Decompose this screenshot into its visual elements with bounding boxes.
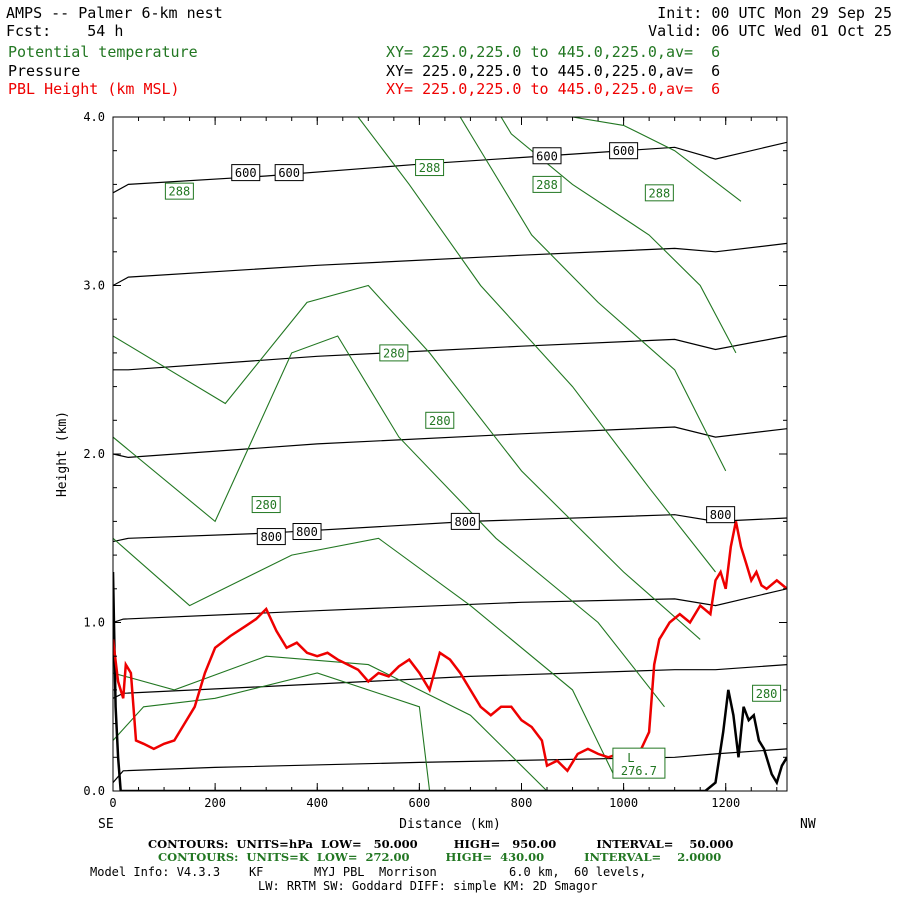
- contour-labels: 600 600 600 600 800 800 800 800 288 288 288 288 280 2…: [164, 142, 782, 779]
- y-tick-label: 4.0: [83, 110, 105, 124]
- svg-text:800: 800: [454, 515, 476, 529]
- svg-text:800: 800: [710, 508, 732, 522]
- contour-label-pressure-1: 600: [274, 164, 304, 182]
- pressure-contour-950: [113, 748, 787, 783]
- x-tick-label: 200: [204, 796, 226, 810]
- pressure-contour-850: [113, 588, 787, 624]
- svg-text:800: 800: [296, 525, 318, 539]
- svg-text:600: 600: [278, 166, 300, 180]
- contour-label-theta-10: 288: [532, 175, 562, 193]
- contour-label-pressure-5: 800: [292, 523, 322, 541]
- theta-contours: [113, 117, 742, 791]
- svg-text:800: 800: [260, 530, 282, 544]
- x-tick-label: 600: [409, 796, 431, 810]
- plot-frame: [112, 116, 788, 792]
- theta-contour-282: [357, 117, 716, 573]
- contour-label-pressure-3: 600: [609, 142, 639, 160]
- contour-label-theta-13: 280: [425, 411, 455, 429]
- contour-label-pressure-0: 600: [231, 164, 261, 182]
- contour-label-theta-8: 288: [164, 182, 194, 200]
- terrain-line: [113, 571, 787, 791]
- svg-text:280: 280: [383, 346, 405, 360]
- contour-label-pressure-7: 800: [706, 506, 736, 524]
- theta-contour-274: [113, 655, 548, 791]
- theta-contour-276: [113, 537, 614, 775]
- theta-contour-288: [572, 117, 742, 202]
- pressure-contour-650: [113, 242, 787, 287]
- field-theta-xy: XY= 225.0,225.0 to 445.0,225.0,av= 6: [386, 43, 721, 61]
- x-tick-label: 800: [511, 796, 533, 810]
- field-pbl-xy: XY= 225.0,225.0 to 445.0,225.0,av= 6: [386, 80, 721, 98]
- svg-text:600: 600: [613, 144, 635, 158]
- footer-contours-hpa: CONTOURS: UNITS=hPa LOW= 50.000 HIGH= 95…: [148, 837, 734, 851]
- pbl-height-series: [113, 521, 787, 773]
- contour-label-theta-15: 280: [752, 684, 782, 702]
- contour-label-theta-11: 288: [644, 184, 674, 202]
- y-tick-label: 0.0: [83, 784, 105, 798]
- theta-contour-272: [113, 672, 431, 791]
- footer-model-physics: LW: RRTM SW: Goddard DIFF: simple KM: 2D…: [258, 879, 598, 893]
- svg-text:280: 280: [756, 687, 778, 701]
- low-marker-value: 276.7: [621, 764, 657, 778]
- field-pressure-xy: XY= 225.0,225.0 to 445.0,225.0,av= 6: [386, 62, 721, 80]
- svg-text:288: 288: [169, 185, 191, 199]
- field-pressure-name: Pressure: [8, 62, 81, 80]
- theta-contour-278: [113, 335, 665, 708]
- x-end-right: NW: [800, 817, 816, 832]
- low-marker-letter: L: [627, 751, 634, 765]
- valid-time: Valid: 06 UTC Wed 01 Oct 25: [648, 22, 892, 40]
- x-tick-label: 400: [306, 796, 328, 810]
- pressure-contour-800: [113, 514, 787, 543]
- svg-text:280: 280: [255, 498, 277, 512]
- pressure-contour-700: [113, 335, 787, 371]
- svg-text:600: 600: [235, 166, 257, 180]
- field-theta-name: Potential temperature: [8, 43, 198, 61]
- footer-contours-k: CONTOURS: UNITS=K LOW= 272.00 HIGH= 430.…: [158, 850, 722, 864]
- y-tick-label: 3.0: [83, 279, 105, 293]
- theta-contour-284: [459, 117, 727, 472]
- svg-text:288: 288: [536, 178, 558, 192]
- forecast-hour: Fcst: 54 h: [6, 22, 124, 40]
- x-axis-label: Distance (km): [399, 817, 501, 832]
- field-pbl-name: PBL Height (km MSL): [8, 80, 180, 98]
- pressure-contours: [113, 141, 787, 783]
- svg-text:288: 288: [649, 186, 671, 200]
- pressure-contour-900: [113, 664, 787, 699]
- pressure-contour-750: [113, 426, 787, 459]
- contour-label-theta-14: 280: [251, 496, 281, 514]
- init-time: Init: 00 UTC Mon 29 Sep 25: [657, 4, 892, 22]
- contour-label-theta-9: 288: [415, 159, 445, 177]
- x-tick-label: 1000: [609, 796, 638, 810]
- y-axis-label: Height (km): [55, 411, 70, 497]
- axes: 0 200 400 600 800 1000 1200 0.0 1.0 2.0 3.0 4.0: [83, 110, 787, 810]
- y-tick-label: 1.0: [83, 616, 105, 630]
- svg-text:280: 280: [429, 414, 451, 428]
- theta-contour-280: [113, 284, 701, 640]
- pressure-contour-600: [113, 141, 787, 194]
- contour-label-theta-12: 280: [379, 344, 409, 362]
- y-tick-label: 2.0: [83, 447, 105, 461]
- contour-label-pressure-4: 800: [256, 528, 286, 546]
- x-tick-label: 0: [109, 796, 116, 810]
- theta-contour-286: [500, 117, 737, 354]
- chart-title: AMPS -- Palmer 6-km nest: [6, 4, 223, 22]
- footer-model-info: Model Info: V4.3.3 KF MYJ PBL Morrison 6…: [90, 865, 647, 879]
- terrain-profile: [113, 571, 787, 791]
- contour-label-pressure-6: 800: [450, 512, 480, 530]
- svg-text:600: 600: [536, 149, 558, 163]
- x-end-left: SE: [98, 817, 114, 832]
- svg-text:288: 288: [419, 161, 441, 175]
- x-tick-label: 1200: [711, 796, 740, 810]
- contour-label-pressure-2: 600: [532, 147, 562, 165]
- pbl-height-line: [113, 521, 787, 773]
